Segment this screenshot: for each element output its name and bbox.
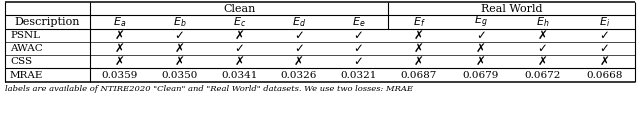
Text: ✓: ✓ [234,42,244,55]
Text: labels are available of NTIRE2020 "Clean" and "Real World" datasets. We use two : labels are available of NTIRE2020 "Clean… [5,85,413,93]
Text: ✗: ✗ [538,55,547,68]
Text: 0.0350: 0.0350 [161,70,198,80]
Text: ✓: ✓ [538,42,547,55]
Text: ✗: ✗ [476,42,486,55]
Text: ✗: ✗ [115,29,125,42]
Text: ✗: ✗ [294,55,303,68]
Text: ✗: ✗ [175,42,184,55]
Text: $E_d$: $E_d$ [292,15,306,29]
Text: 0.0321: 0.0321 [340,70,376,80]
Text: CSS: CSS [10,57,32,66]
Text: $E_a$: $E_a$ [113,15,127,29]
Text: 0.0672: 0.0672 [524,70,561,80]
Text: $E_i$: $E_i$ [598,15,610,29]
Text: $E_c$: $E_c$ [232,15,246,29]
Text: MRAE: MRAE [10,70,44,80]
Text: ✓: ✓ [599,29,609,42]
Text: ✗: ✗ [234,55,244,68]
Text: ✗: ✗ [538,29,547,42]
Text: Real World: Real World [481,4,542,13]
Text: ✓: ✓ [353,29,364,42]
Text: 0.0679: 0.0679 [463,70,499,80]
Text: Description: Description [15,17,80,27]
Text: $E_e$: $E_e$ [351,15,365,29]
Text: AWAC: AWAC [10,44,43,53]
Text: ✗: ✗ [234,29,244,42]
Text: ✓: ✓ [294,29,303,42]
Text: ✓: ✓ [353,55,364,68]
Text: $E_b$: $E_b$ [173,15,186,29]
Text: $E_h$: $E_h$ [536,15,549,29]
Text: 0.0668: 0.0668 [586,70,622,80]
Text: ✗: ✗ [175,55,184,68]
Text: PSNL: PSNL [10,31,40,40]
Text: 0.0687: 0.0687 [401,70,437,80]
Text: ✗: ✗ [414,55,424,68]
Text: ✓: ✓ [353,42,364,55]
Text: $E_f$: $E_f$ [413,15,426,29]
Text: Clean: Clean [223,4,255,13]
Text: ✗: ✗ [115,42,125,55]
Text: ✗: ✗ [414,42,424,55]
Text: ✗: ✗ [599,55,609,68]
Text: ✗: ✗ [414,29,424,42]
Text: ✓: ✓ [294,42,303,55]
Text: ✓: ✓ [175,29,184,42]
Text: ✗: ✗ [476,55,486,68]
Text: 0.0359: 0.0359 [102,70,138,80]
Text: 0.0326: 0.0326 [280,70,317,80]
Text: 0.0341: 0.0341 [221,70,257,80]
Text: ✗: ✗ [115,55,125,68]
Text: ✓: ✓ [476,29,486,42]
Text: ✓: ✓ [599,42,609,55]
Text: $E_g$: $E_g$ [474,14,488,30]
